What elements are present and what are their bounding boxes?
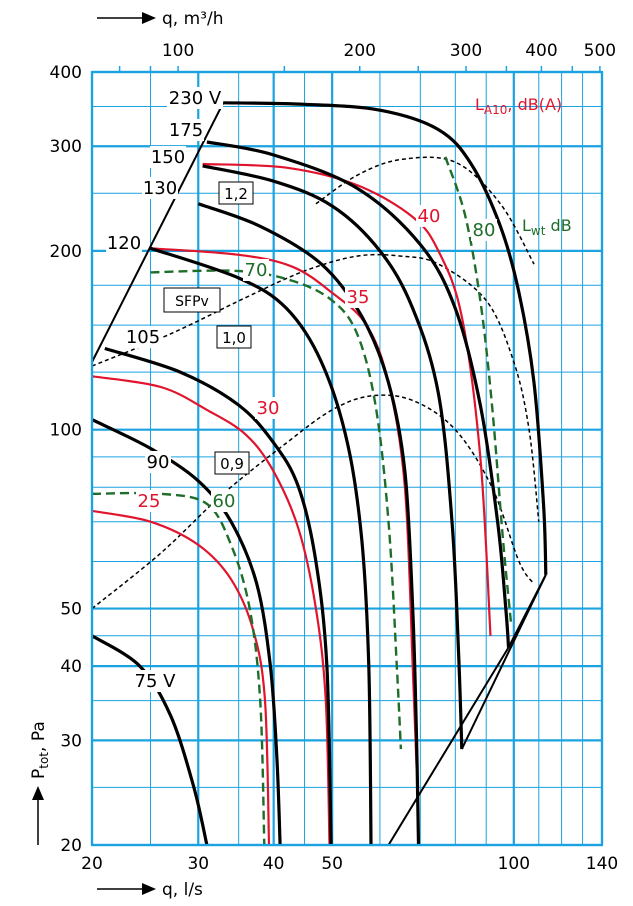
y-axis-label-tail: , Pa: [29, 721, 49, 752]
la10-label: 30: [257, 398, 280, 419]
la10-label: 35: [347, 287, 370, 308]
sfp-legend-box: SFPv: [163, 287, 221, 313]
la10-label-bg: [345, 286, 371, 308]
lwt-label-bg: [211, 490, 237, 512]
x-tick-label: 30: [187, 854, 209, 874]
fan-curve: [149, 246, 373, 845]
la10-label: 25: [138, 491, 161, 512]
fan-curve: [92, 634, 209, 845]
lwt-label-bg: [243, 259, 269, 281]
envelope-line: [92, 102, 225, 363]
top-tick-label: 300: [450, 41, 482, 61]
fan-curve-label: 120: [107, 233, 141, 254]
la10-curve: [202, 162, 492, 636]
fan-curve-label: 75 V: [135, 671, 177, 692]
fan-curve-label: 150: [151, 147, 185, 168]
x-tick-label: 50: [321, 854, 343, 874]
top-tick-label: 400: [525, 41, 557, 61]
sfp-legend: SFPv: [175, 294, 209, 310]
fan-curve: [197, 202, 421, 845]
fan-curve-label-bg: [145, 451, 171, 473]
sfp-label: 1,2: [224, 185, 248, 203]
top-tick-label: 200: [344, 41, 376, 61]
top-axis-title: q, m³/h: [97, 9, 223, 29]
svg-text:Ptot, Pa: Ptot, Pa: [29, 721, 51, 779]
fan-curve: [92, 418, 282, 845]
fan-curve: [223, 101, 548, 575]
la10-label-bg: [136, 490, 162, 512]
fan-curve-label: 90: [147, 452, 170, 473]
fan-curve: [104, 346, 333, 845]
la10-label-bg: [416, 205, 442, 227]
envelope-line: [387, 646, 510, 845]
x-tick-label: 100: [498, 854, 530, 874]
x-tick-label: 40: [263, 854, 285, 874]
y-tick-label: 20: [60, 836, 82, 856]
la10-curve: [92, 509, 271, 845]
fan-curve-label-bg: [168, 119, 204, 141]
label-layer: 20 30 40 50 100 140 100 200 300 400 500 20 30 40 50 100…: [50, 41, 619, 874]
top-tick-label: 500: [584, 41, 616, 61]
envelope-line: [460, 574, 547, 750]
y-tick-label: 100: [50, 421, 82, 441]
lwt-label: 60: [213, 491, 236, 512]
la10-legend: LA10, dB(A): [475, 95, 562, 117]
sfp-curve: [92, 253, 540, 522]
lwt-legend: Lwt dB: [522, 216, 572, 238]
plot-frame: [90, 66, 604, 847]
top-tick-label: 100: [162, 41, 194, 61]
sfp-label-box: [216, 325, 252, 349]
y-tick-label: 300: [50, 137, 82, 157]
y-tick-label: 30: [60, 731, 82, 751]
fan-curve-label-bg: [150, 146, 186, 168]
fan-curve-label-bg: [132, 670, 178, 692]
sfp-label-box: [218, 181, 254, 205]
grid-lines: [90, 70, 604, 847]
y-axis-label-main: P: [29, 769, 49, 779]
plot-border: [90, 70, 604, 847]
sfp-curve: [315, 156, 535, 265]
fan-curve-label-bg: [142, 177, 178, 199]
sfp-label-box: [214, 451, 250, 475]
y-axis-label-sub: tot: [37, 752, 51, 769]
fan-curve-label: 130: [143, 178, 177, 199]
fan-curve-label: 105: [126, 327, 160, 348]
x-tick-label: 20: [81, 854, 103, 874]
lwt-curve: [444, 156, 513, 625]
fan-curve: [202, 164, 464, 750]
bottom-axis-title: q, l/s: [97, 880, 203, 900]
sfp-label: 0,9: [220, 455, 244, 473]
y-tick-label: 40: [60, 657, 82, 677]
la10-curve: [92, 375, 331, 845]
curve-layer: [92, 101, 548, 845]
y-tick-label: 200: [50, 242, 82, 262]
sfp-label: 1,0: [222, 329, 246, 347]
lwt-label: 70: [245, 260, 268, 281]
bottom-axis-label: q, l/s: [162, 880, 203, 900]
fan-curve-label: 230 V: [169, 88, 222, 109]
fan-curve-label-bg: [106, 232, 142, 254]
top-axis-label: q, m³/h: [162, 9, 223, 29]
la10-label-bg: [255, 397, 281, 419]
la10-curve: [150, 247, 418, 768]
y-tick-label: 400: [50, 63, 82, 83]
y-axis-title: Ptot, Pa: [29, 721, 51, 845]
lwt-label: 80: [473, 220, 496, 241]
fan-curve-label-bg: [167, 87, 223, 109]
lwt-curve: [150, 269, 403, 750]
x-tick-label: 140: [586, 854, 618, 874]
fan-curve-label: 175: [169, 120, 203, 141]
la10-label: 40: [418, 206, 441, 227]
fan-curve-label-bg: [125, 326, 161, 348]
y-tick-label: 50: [60, 600, 82, 620]
fan-curve: [206, 140, 511, 648]
lwt-curve: [92, 491, 266, 845]
lwt-label-bg: [471, 219, 497, 241]
